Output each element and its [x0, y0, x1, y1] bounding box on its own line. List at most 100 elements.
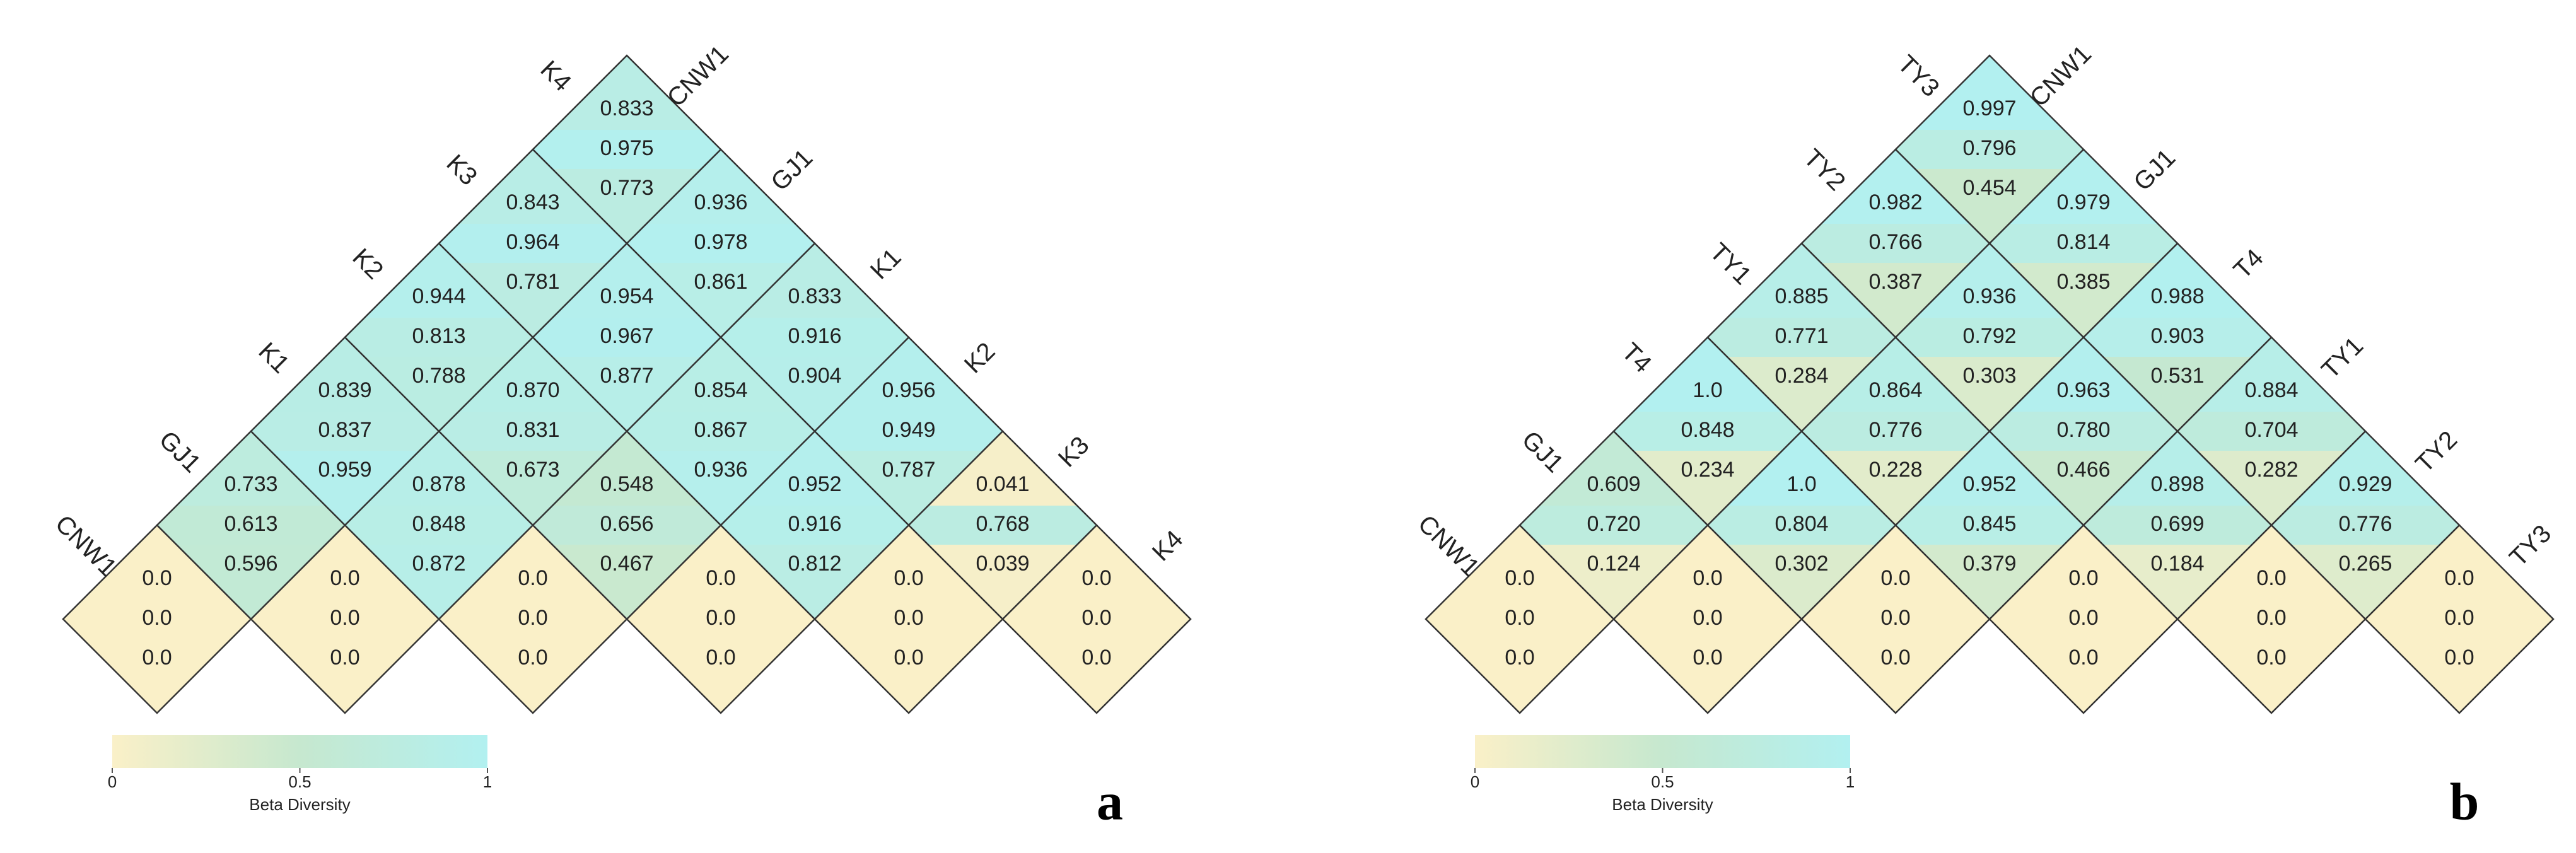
cell-value: 0.041 [976, 472, 1029, 496]
cell-value: 0.467 [600, 552, 653, 576]
cell-value: 0.843 [506, 190, 559, 214]
cell-band [251, 412, 439, 451]
cell-value: 0.878 [412, 472, 465, 496]
cell-band [533, 506, 721, 545]
column-label: K2 [959, 337, 1001, 379]
row-label: K3 [441, 149, 482, 191]
cell-value: 0.796 [1962, 136, 2016, 160]
cell-band [909, 506, 1097, 545]
cell-value: 0.0 [706, 606, 735, 630]
row-label: TY1 [1705, 238, 1757, 290]
colorbar-tick-label: 0.5 [288, 772, 311, 791]
row-label: K1 [253, 337, 294, 379]
cell-value: 0.0 [1880, 566, 1910, 590]
row-label: TY2 [1798, 144, 1851, 196]
cell-value: 0.0 [142, 566, 172, 590]
cell-value: 0.870 [506, 378, 559, 402]
cell-band [815, 600, 1003, 639]
cell-value: 0.788 [412, 364, 465, 388]
cell-value: 0.385 [2056, 270, 2110, 294]
cell-value: 0.812 [788, 552, 841, 576]
cell-value: 0.787 [882, 458, 935, 482]
column-label: K4 [1147, 525, 1189, 567]
cell-value: 0.773 [600, 176, 653, 200]
column-label: GJ1 [766, 144, 818, 196]
cell-band [721, 506, 909, 545]
cell-value: 0.804 [1775, 512, 1828, 536]
cell-band [2177, 600, 2365, 639]
cell-band [1708, 506, 1896, 545]
cell-value: 0.0 [1880, 646, 1910, 670]
cell-value: 0.454 [1962, 176, 2016, 200]
cell-band [1426, 600, 1614, 639]
column-label: TY3 [2504, 519, 2556, 572]
colorbar [1475, 735, 1850, 768]
cell-value: 0.967 [600, 324, 653, 348]
column-label: T4 [2229, 244, 2269, 284]
cell-value: 0.0 [2068, 606, 2098, 630]
cell-band [1614, 412, 1802, 451]
cell-value: 0.979 [2056, 190, 2110, 214]
cell-value: 0.766 [1868, 230, 1922, 254]
cell-value: 0.039 [976, 552, 1029, 576]
cell-band [345, 506, 533, 545]
column-label: CNW1 [662, 40, 734, 112]
cell-value: 0.845 [1962, 512, 2016, 536]
cell-value: 0.0 [142, 646, 172, 670]
cell-value: 0.282 [2244, 458, 2298, 482]
cell-band [815, 412, 1003, 451]
column-label: K1 [865, 243, 907, 285]
cell-value: 1.0 [1786, 472, 1816, 496]
cell-value: 0.704 [2244, 418, 2298, 442]
cell-value: 0.0 [518, 606, 547, 630]
cell-value: 0.0 [2068, 646, 2098, 670]
heatmap-panel: 0.0 0.0 0.0 0.0 0.0 0.0 0.0 0.0 0.0 0.0 0.0 0.0 0.0 0… [50, 40, 1192, 831]
cell-value: 0.831 [506, 418, 559, 442]
cell-value: 0.833 [600, 96, 653, 120]
cell-value: 0.861 [694, 270, 747, 294]
cell-value: 0.982 [1868, 190, 1922, 214]
cell-value: 0.613 [224, 512, 277, 536]
cell-band [439, 224, 627, 263]
cell-band [1614, 600, 1802, 639]
cell-value: 0.792 [1962, 324, 2016, 348]
cell-value: 1.0 [1693, 378, 1722, 402]
cell-value: 0.776 [2338, 512, 2392, 536]
cell-value: 0.839 [318, 378, 371, 402]
cell-value: 0.916 [788, 324, 841, 348]
cell-band [1520, 506, 1708, 545]
colorbar-tick-label: 0 [1471, 772, 1479, 791]
cell-value: 0.0 [1081, 646, 1111, 670]
panel-label: a [1097, 772, 1123, 831]
cell-value: 0.303 [1962, 364, 2016, 388]
cell-value: 0.776 [1868, 418, 1922, 442]
cell-value: 0.596 [224, 552, 277, 576]
row-label: GJ1 [154, 426, 206, 478]
cell-value: 0.944 [412, 284, 465, 308]
cell-value: 0.0 [2444, 566, 2474, 590]
cell-value: 0.885 [1775, 284, 1828, 308]
cell-value: 0.936 [1962, 284, 2016, 308]
cell-value: 0.959 [318, 458, 371, 482]
cell-value: 0.124 [1587, 552, 1640, 576]
cell-value: 0.733 [224, 472, 277, 496]
cell-value: 0.0 [706, 566, 735, 590]
cell-value: 0.780 [2056, 418, 2110, 442]
cell-band [2177, 412, 2365, 451]
cell-band [1896, 318, 2084, 357]
cell-value: 0.916 [788, 512, 841, 536]
cell-band [63, 600, 251, 639]
cell-value: 0.0 [330, 606, 359, 630]
cell-band [1990, 224, 2177, 263]
cell-value: 0.814 [2056, 230, 2110, 254]
cell-value: 0.609 [1587, 472, 1640, 496]
cell-value: 0.975 [600, 136, 653, 160]
cell-band [627, 600, 815, 639]
cell-value: 0.284 [1775, 364, 1828, 388]
cell-value: 0.0 [142, 606, 172, 630]
cell-band [1896, 506, 2084, 545]
cell-band [533, 130, 721, 169]
cell-band [2271, 506, 2459, 545]
cell-band [439, 412, 627, 451]
cell-value: 0.877 [600, 364, 653, 388]
